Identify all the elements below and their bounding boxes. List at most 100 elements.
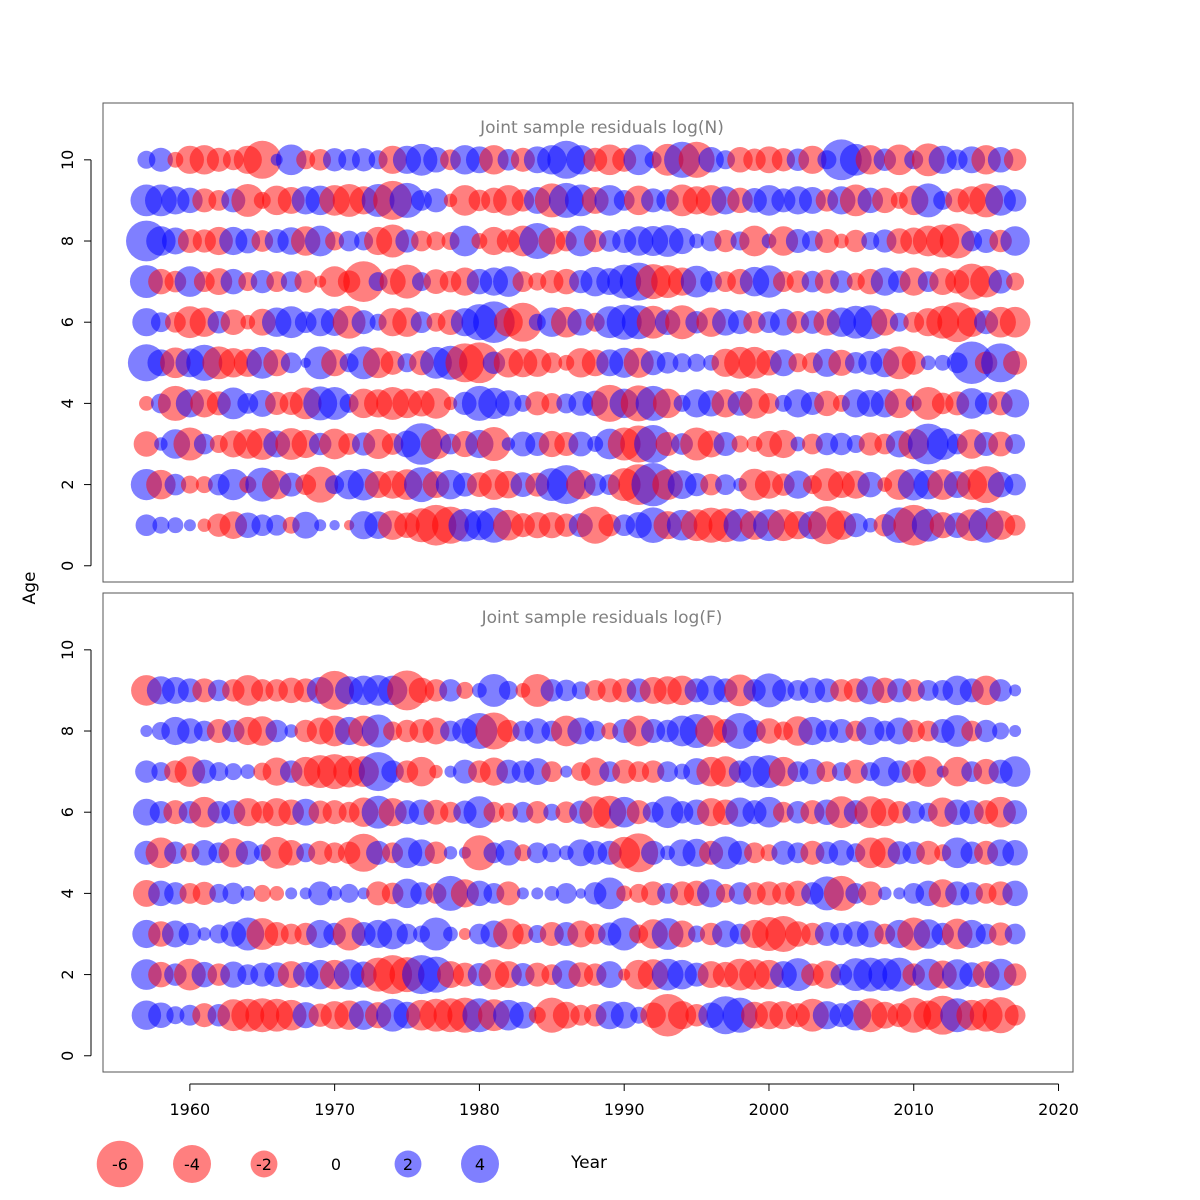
residual-bubble <box>321 349 349 377</box>
residual-bubble <box>243 140 282 179</box>
residual-bubble <box>512 923 534 945</box>
y-tick-label: 8 <box>58 236 77 246</box>
residual-bubble <box>443 926 458 942</box>
residual-bubble <box>772 679 795 702</box>
residual-bubble <box>406 756 437 787</box>
residual-bubble <box>410 311 433 334</box>
residual-bubble <box>616 885 633 902</box>
residual-bubble <box>526 800 549 824</box>
residual-bubble <box>571 681 590 700</box>
residual-bubble <box>302 466 339 503</box>
residual-bubble <box>641 760 665 783</box>
residual-bubble <box>343 261 384 302</box>
residual-bubble <box>443 846 458 860</box>
y-tick-label: 10 <box>58 640 77 660</box>
residual-bubble <box>1009 684 1022 697</box>
residual-bubble <box>152 516 170 534</box>
residual-bubble <box>420 388 452 419</box>
residual-bubble <box>514 844 532 862</box>
residual-bubble <box>503 302 543 342</box>
residual-bubble <box>814 228 839 254</box>
residual-bubble <box>351 148 376 172</box>
residual-bubble <box>769 429 798 459</box>
residual-bubble <box>192 759 217 784</box>
residual-bubble <box>351 310 376 335</box>
y-tick-label: 2 <box>58 479 77 489</box>
residual-bubble <box>823 875 859 911</box>
legend-bubble <box>96 1140 144 1188</box>
residual-bubble <box>424 841 448 865</box>
panel-f-bubbles <box>131 670 1031 1037</box>
panel-f: Joint sample residuals log(F) 0 2 4 6 8 10 <box>58 592 1074 1073</box>
residual-bubble <box>164 841 187 865</box>
panel-f-title: Joint sample residuals log(F) <box>481 608 723 628</box>
residual-bubble <box>596 961 624 989</box>
residual-bubble <box>531 887 544 900</box>
residual-bubble <box>410 882 433 905</box>
residual-bubble <box>884 388 915 419</box>
residual-bubble <box>275 144 307 176</box>
residual-bubble <box>284 724 298 738</box>
residual-bubble <box>266 514 288 536</box>
residual-bubble <box>697 879 726 908</box>
legend-bubble <box>461 1145 499 1183</box>
residual-bubble <box>495 390 522 417</box>
residual-bubble <box>132 308 161 337</box>
legend-label: -2 <box>256 1155 272 1174</box>
residual-bubble <box>429 764 443 779</box>
residual-bubble <box>974 719 998 743</box>
residual-bubble <box>1002 880 1028 907</box>
residual-bubble <box>982 997 1019 1034</box>
x-tick-label: 1990 <box>604 1100 645 1119</box>
residual-bubble <box>516 887 529 900</box>
residual-bubble <box>285 887 298 900</box>
residual-bubble <box>920 355 936 371</box>
residual-bubble <box>950 341 993 385</box>
residual-bubble <box>1004 1004 1026 1026</box>
x-tick-label: 2000 <box>749 1100 790 1119</box>
residual-bubble <box>834 233 849 249</box>
residual-bubble <box>439 679 462 702</box>
residual-bubble <box>1003 963 1027 986</box>
residual-bubble <box>583 473 607 496</box>
residual-bubble <box>209 762 229 782</box>
residual-bubble <box>235 840 260 865</box>
x-tick-label: 1960 <box>170 1100 211 1119</box>
residual-bubble <box>878 886 892 901</box>
residual-bubble <box>426 231 446 251</box>
residual-bubble <box>318 386 352 420</box>
residual-bubble <box>689 233 704 249</box>
residual-bubble <box>541 761 563 783</box>
residual-bubble <box>960 882 983 905</box>
residual-bubble <box>148 147 173 172</box>
residual-bubble <box>526 842 548 864</box>
x-tick-label: 1970 <box>314 1100 355 1119</box>
residual-bubble <box>395 229 419 253</box>
residual-bubble <box>314 519 327 532</box>
panel-n-bubbles <box>126 139 1031 546</box>
x-tick-label: 2020 <box>1038 1100 1079 1119</box>
residual-bubble <box>542 843 562 863</box>
residual-bubble <box>814 390 840 417</box>
residual-bubble <box>828 840 855 866</box>
residual-bubble <box>916 840 941 865</box>
residual-bubble <box>1003 148 1027 172</box>
residual-bubble <box>541 352 563 374</box>
residual-bubble <box>912 756 944 787</box>
residual-bubble <box>361 714 395 748</box>
residual-bubble <box>687 353 706 372</box>
residual-bubble <box>139 396 154 411</box>
y-axis-label: Age <box>20 572 40 605</box>
residual-bubble <box>509 1001 537 1029</box>
residual-bubble <box>858 881 883 906</box>
residual-bubble <box>1002 840 1028 866</box>
panel-n-y-axis: 0 2 4 6 8 10 <box>58 150 92 571</box>
residual-bubble <box>830 270 853 293</box>
residual-bubble <box>700 270 722 293</box>
residual-bubble <box>656 351 679 374</box>
residual-bubble <box>790 436 806 452</box>
residual-bubble <box>756 718 782 744</box>
residual-bubble <box>498 802 518 822</box>
residual-bubble <box>477 673 511 707</box>
residual-bubble <box>148 1002 174 1028</box>
